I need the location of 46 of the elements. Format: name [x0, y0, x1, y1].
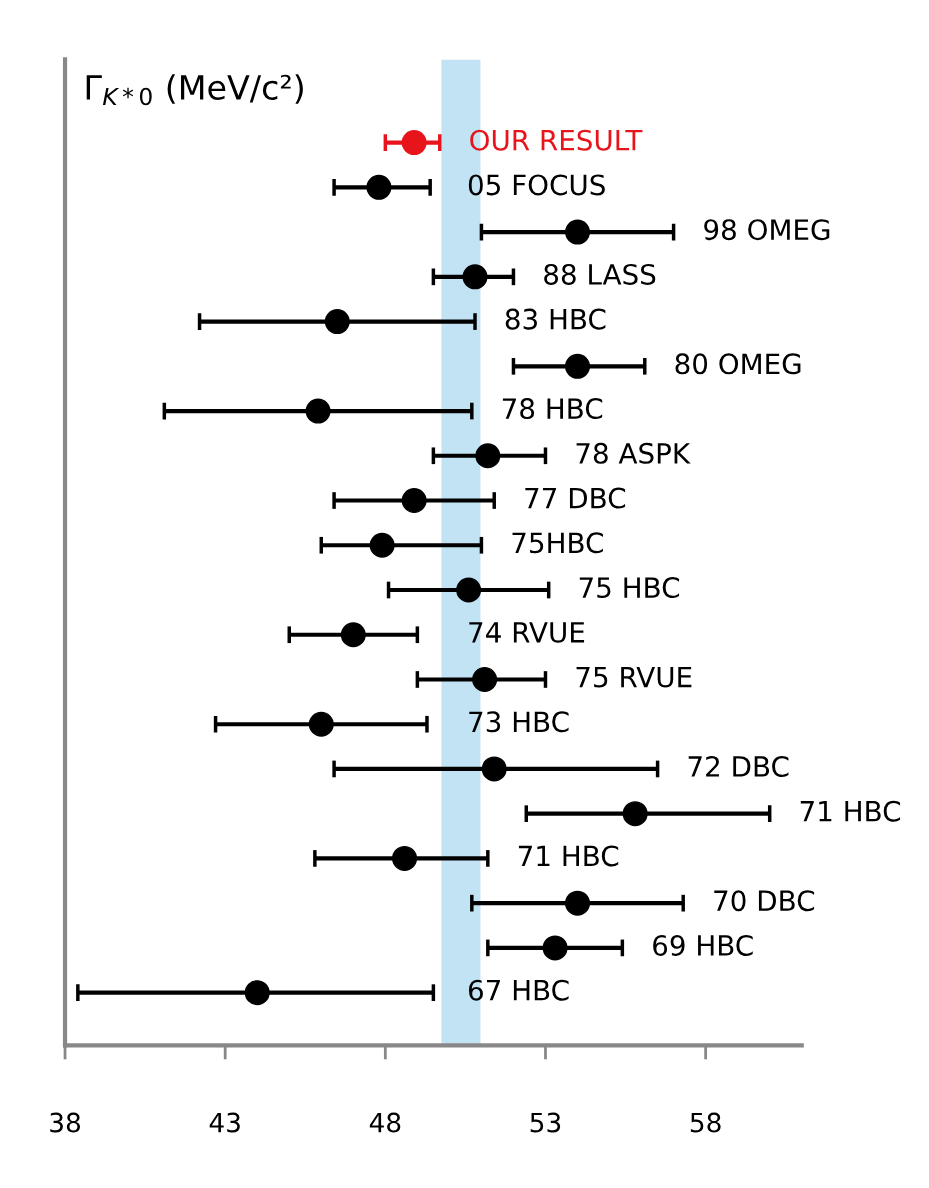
y-tick-label: 77 DBC [525, 487, 626, 509]
point [565, 219, 591, 245]
y-tick-label: OUR RESULT [470, 129, 643, 151]
y-tick-label: 75 HBC [579, 577, 680, 599]
x-tick-label: 38 [50, 1112, 81, 1133]
point [472, 666, 498, 692]
point [481, 756, 507, 782]
x-tick-label: 48 [369, 1112, 401, 1133]
y-tick-label: 78 HBC [502, 398, 603, 420]
point [244, 980, 270, 1006]
y-tick-label: 67 HBC [468, 979, 569, 1001]
x-tick-label: 53 [530, 1112, 561, 1133]
y-tick-label: 88 LASS [544, 263, 656, 285]
y-tick-label: 72 DBC [688, 756, 789, 778]
point [462, 264, 488, 290]
y-tick-label: 75 RVUE [576, 666, 692, 688]
point [401, 488, 427, 514]
point [542, 935, 568, 961]
y-tick-label: 71 HBC [518, 845, 619, 867]
point [308, 711, 334, 737]
x-tick-label: 43 [209, 1112, 240, 1133]
point [369, 532, 395, 558]
y-tick-label: 05 FOCUS [468, 174, 605, 196]
y-tick-label: 78 ASPK [576, 442, 691, 464]
point [622, 801, 648, 827]
point [392, 845, 418, 871]
point [324, 309, 350, 335]
y-tick-label: 69 HBC [653, 934, 753, 956]
y-tick-label: 80 OMEG [675, 353, 801, 375]
point [401, 130, 427, 156]
point [565, 890, 591, 916]
chart-title: Γ$_{K*0}$ (MeV/c²) [86, 74, 303, 106]
point [340, 622, 366, 648]
x-tick-label: 58 [690, 1112, 721, 1133]
y-tick-label: 70 DBC [714, 890, 815, 912]
y-tick-label: 75HBC [512, 532, 603, 554]
point [456, 577, 482, 603]
y-tick-label: 71 HBC [800, 800, 901, 822]
y-tick-label: 98 OMEG [704, 219, 830, 241]
point [366, 174, 392, 200]
point [475, 443, 501, 469]
point [305, 398, 331, 424]
y-tick-label: 73 HBC [469, 711, 569, 733]
y-tick-label: 83 HBC [505, 308, 606, 330]
point [565, 353, 591, 379]
y-tick-label: 74 RVUE [469, 622, 585, 643]
